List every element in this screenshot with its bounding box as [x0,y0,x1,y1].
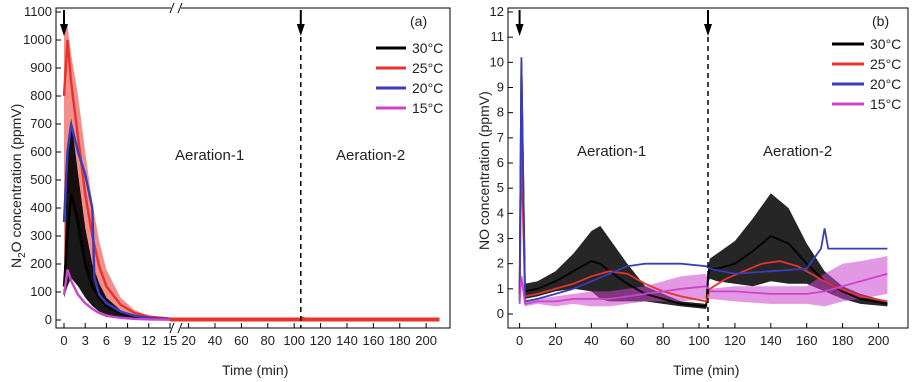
panel-b-x-tick-label: 140 [760,333,782,348]
panel-a-x-tick-label: 200 [415,333,437,348]
panel-a-y-tick-label: 900 [30,60,52,75]
panel-a-y-tick-label: 1100 [24,4,52,19]
panel-a-x-tick-label: 100 [283,333,305,348]
panel-b-x-tick-label: 160 [796,333,818,348]
panel-a-y-tick-label: 0 [45,312,52,327]
panel-a-y-tick-label: 400 [30,200,52,215]
panel-b-x-tick-label: 40 [584,333,598,348]
panel-a-y-tick-label: 200 [30,256,52,271]
panel-a-x-tick-label: 9 [124,333,131,348]
panel-b-x-tick-label: 0 [516,333,523,348]
panel-a-axis-break-bottom-mark [169,322,175,334]
panel-a-aeration-arrow-head [296,24,305,36]
panel-b-legend-label: 30°C [870,36,901,52]
panel-b-y-tick-label: 10 [490,54,504,69]
panel-b-y-tick-label: 5 [497,180,504,195]
panel-a-annotation-aeration-1: Aeration-1 [175,147,244,164]
panel-a-y-tick-label: 500 [30,172,52,187]
panel-a-x-tick-label: 12 [142,333,156,348]
panel-a-band-30c [64,118,170,321]
panel-b-y-tick-label: 6 [497,155,504,170]
panel-b-aeration-arrow-head [704,24,712,36]
panel-b-x-axis-title: Time (min) [673,362,739,378]
panel-a-legend-label: 15°C [412,100,443,116]
panel-b-x-tick-label: 180 [832,333,854,348]
panel-a-x-tick-label: 160 [363,333,385,348]
panel-a-x-tick-label: 60 [234,333,248,348]
panel-a-axis-break-top-mask [171,4,181,12]
panel-a-y-tick-label: 300 [30,228,52,243]
panel-a-x-tick-label: 3 [82,333,89,348]
panel-a-y-tick-label: 100 [30,284,52,299]
panel-b-annotation-aeration-1: Aeration-1 [577,143,646,160]
panel-b-y-tick-label: 9 [497,80,504,95]
panel-a-axis-break-bottom-mark [177,322,183,334]
panel-a-x-tick-label: 20 [181,333,195,348]
panel-b-x-tick-label: 80 [656,333,670,348]
panel-a-axis-break-top-mark [169,2,175,14]
panel-b-label: (b) [872,13,889,29]
panel-a-x-axis-title: Time (min) [222,362,288,378]
panel-b-legend-label: 20°C [870,76,901,92]
panel-b-x-tick-label: 120 [724,333,746,348]
panel-b-y-tick-label: 0 [497,306,504,321]
panel-a-axis-break-top-mark [177,2,183,14]
panel-a-y-tick-label: 1000 [23,32,52,47]
panel-b-y-tick-label: 7 [497,130,504,145]
panel-a-band-25c [64,26,170,320]
panel-a-x-tick-label: 140 [336,333,358,348]
panel-a-y-tick-label: 800 [30,88,52,103]
panel-b-y-tick-label: 2 [497,256,504,271]
panel-b-y-tick-label: 3 [497,231,504,246]
panel-b-series-30c [518,62,888,308]
panel-b-x-tick-label: 60 [620,333,634,348]
panel-b-annotation-aeration-2: Aeration-2 [763,143,832,160]
panel-b-aeration-arrow-head [515,24,524,36]
panel-b-legend-label: 25°C [870,56,901,72]
panel-a-x-tick-label: 180 [389,333,411,348]
panel-a-aeration-arrow-head [60,24,68,36]
panel-b-x-tick-label: 20 [548,333,562,348]
panel-a-label: (a) [410,13,427,29]
panel-b-x-tick-label: 100 [688,333,710,348]
panel-a-x-tick-label: 6 [103,333,110,348]
panel-b-y-tick-label: 11 [491,29,505,44]
panel-b-y-tick-label: 8 [497,105,504,120]
panel-a-legend-label: 30°C [412,40,443,56]
panel-a-x-tick-label: 120 [310,333,332,348]
panel-a-legend-label: 20°C [412,80,443,96]
panel-b-y-tick-label: 12 [490,4,504,19]
panel-b-band-30c [519,62,888,309]
panel-b-series-15c [518,272,888,305]
panel-b-series-20c [518,57,888,303]
panel-b-x-tick-label: 200 [868,333,890,348]
panel-a-x-tick-label: 15 [163,333,177,348]
panel-a-legend-label: 25°C [412,60,443,76]
panel-a-x-tick-label: 80 [261,333,275,348]
panel-a-y-axis-title: N2O concentration (ppmV) [8,104,28,268]
panel-a-annotation-aeration-2: Aeration-2 [336,147,405,164]
panel-a-y-tick-label: 600 [30,144,52,159]
panel-a-x-tick-label: 0 [60,333,67,348]
panel-b-legend-label: 15°C [870,96,901,112]
panel-a-x-tick-label: 40 [208,333,222,348]
panel-b-y-axis-title: NO concentration (ppmV) [476,91,492,250]
panel-b-y-tick-label: 4 [497,205,504,220]
panel-a-axis-break-bottom-mask [171,324,181,332]
panel-a-frame [55,7,451,329]
panel-b-y-tick-label: 1 [497,281,504,296]
panel-a-y-tick-label: 700 [30,116,52,131]
